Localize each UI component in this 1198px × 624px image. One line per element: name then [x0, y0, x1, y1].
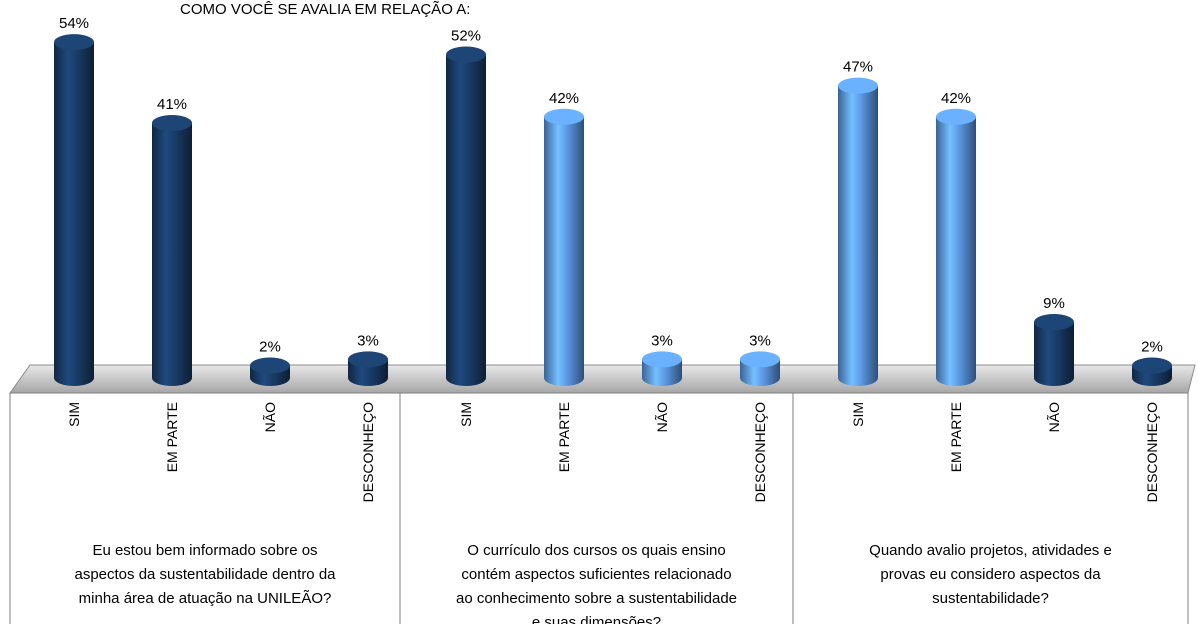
category-label: DESCONHEÇO	[360, 402, 376, 502]
bar-body	[1034, 322, 1074, 378]
category-label: NÃO	[262, 402, 278, 432]
bar-bottom	[740, 370, 780, 386]
group-label: Eu estou bem informado sobre os	[92, 542, 317, 559]
bar	[740, 351, 780, 386]
bar-top	[1132, 357, 1172, 374]
value-label: 3%	[749, 332, 771, 349]
bar-top	[936, 108, 976, 125]
bar-bottom	[250, 370, 290, 386]
bar	[250, 357, 290, 386]
bar	[1034, 314, 1074, 386]
value-label: 52%	[451, 28, 481, 45]
bar-top	[348, 351, 388, 368]
bar-bottom	[348, 370, 388, 386]
chart-title: COMO VOCÊ SE AVALIA EM RELAÇÃO A:	[180, 1, 470, 18]
bar-top	[250, 357, 290, 374]
group-label: O currículo dos cursos os quais ensino	[467, 542, 725, 559]
group-label: provas eu considero aspectos da	[880, 566, 1101, 583]
value-label: 3%	[651, 332, 673, 349]
bar-body	[838, 85, 878, 378]
bar-body	[54, 42, 94, 379]
value-label: 47%	[843, 59, 873, 76]
bar	[642, 351, 682, 386]
bar-body	[544, 116, 584, 378]
bar-top	[1034, 314, 1074, 331]
bar-bottom	[446, 370, 486, 386]
group-label: ao conhecimento sobre a sustentabilidade	[456, 590, 737, 607]
bar-top	[152, 114, 192, 131]
group-label: contém aspectos suficientes relacionado	[461, 566, 731, 583]
bar	[838, 77, 878, 386]
group-label: minha área de atuação na UNILEÃO?	[79, 590, 332, 607]
group-label: aspectos da sustentabilidade dentro da	[74, 566, 336, 583]
bar-bottom	[1034, 370, 1074, 386]
group-label: Quando avalio projetos, atividades e	[869, 542, 1112, 559]
value-label: 42%	[549, 90, 579, 107]
bar-bottom	[936, 370, 976, 386]
bar	[54, 34, 94, 386]
category-label: EM PARTE	[556, 402, 572, 472]
bar	[1132, 357, 1172, 386]
bar	[446, 46, 486, 386]
bar-bottom	[544, 370, 584, 386]
bar	[152, 114, 192, 386]
value-label: 42%	[941, 90, 971, 107]
category-label: NÃO	[1046, 402, 1062, 432]
bar-top	[544, 108, 584, 125]
value-label: 41%	[157, 96, 187, 113]
category-label: NÃO	[654, 402, 670, 432]
bar-bottom	[838, 370, 878, 386]
bar-top	[446, 46, 486, 63]
category-label: EM PARTE	[164, 402, 180, 472]
value-label: 3%	[357, 332, 379, 349]
bar-bottom	[642, 370, 682, 386]
bar-body	[936, 116, 976, 378]
bar-top	[838, 77, 878, 94]
bar-bottom	[54, 370, 94, 386]
group-label: e suas dimensões?	[532, 614, 661, 624]
value-label: 2%	[1141, 339, 1163, 356]
value-label: 54%	[59, 15, 89, 32]
bar-body	[446, 54, 486, 379]
group-label: sustentabilidade?	[932, 590, 1049, 607]
category-label: EM PARTE	[948, 402, 964, 472]
bar-top	[642, 351, 682, 368]
bar-bottom	[1132, 370, 1172, 386]
bar-top	[54, 34, 94, 51]
category-label: DESCONHEÇO	[752, 402, 768, 502]
value-label: 9%	[1043, 295, 1065, 312]
bar	[544, 108, 584, 386]
category-label: SIM	[850, 402, 866, 427]
bar-bottom	[152, 370, 192, 386]
category-label: SIM	[458, 402, 474, 427]
value-label: 2%	[259, 339, 281, 356]
category-box	[9, 392, 1189, 624]
bar-top	[740, 351, 780, 368]
bar	[936, 108, 976, 386]
bar	[348, 351, 388, 386]
bar-body	[152, 122, 192, 378]
category-label: DESCONHEÇO	[1144, 402, 1160, 502]
category-label: SIM	[66, 402, 82, 427]
